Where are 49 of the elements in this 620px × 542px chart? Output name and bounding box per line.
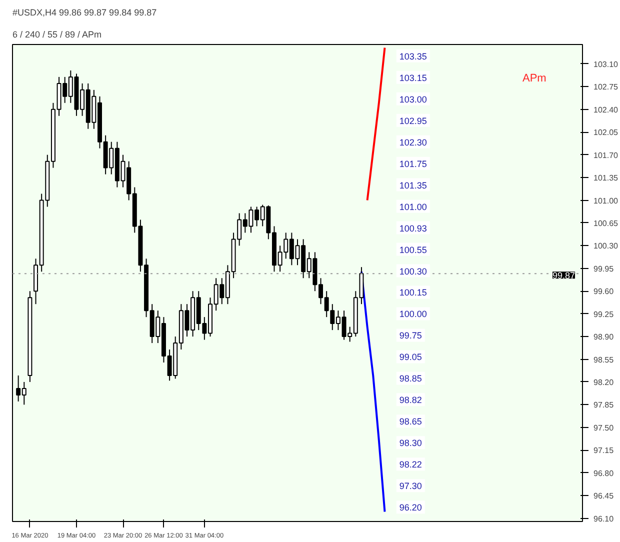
annotation: 97.30 xyxy=(399,481,422,492)
annotation: 103.00 xyxy=(399,94,427,104)
annotation: APm xyxy=(522,72,546,84)
annotation: 98.30 xyxy=(399,438,422,448)
y-tick-label: 96.80 xyxy=(594,468,614,478)
y-tick-label: 99.95 xyxy=(594,264,614,274)
line-series xyxy=(366,46,386,202)
y-tick-label: 101.00 xyxy=(594,196,619,206)
annotation: 100.55 xyxy=(399,244,427,255)
annotation: 103.15 xyxy=(399,72,427,83)
y-tick-label: 97.50 xyxy=(594,423,614,432)
y-tick-label: 98.20 xyxy=(594,378,614,387)
y-tick-label: 99.25 xyxy=(594,310,614,319)
ref-line-label: 99.87 xyxy=(552,270,576,281)
annotation: 100.15 xyxy=(399,288,427,298)
y-tick-label: 96.10 xyxy=(594,514,614,524)
annotation: 100.00 xyxy=(399,309,427,320)
y-tick-label: 98.55 xyxy=(594,355,614,364)
y-tick-label: 97.85 xyxy=(594,400,614,410)
annotation: 103.35 xyxy=(399,51,427,62)
y-tick-label: 100.65 xyxy=(594,218,619,228)
annotation: 101.00 xyxy=(399,202,427,212)
annotation: 101.35 xyxy=(399,180,427,190)
annotation: 100.30 xyxy=(399,266,427,276)
y-tick-label: 97.15 xyxy=(594,446,614,456)
y-tick-label: 98.90 xyxy=(594,332,614,342)
y-tick-label: 101.35 xyxy=(594,174,619,183)
chart-subtitle: 6 / 240 / 55 / 89 / APm xyxy=(12,30,102,40)
annotation: 98.22 xyxy=(399,460,422,470)
annotation: 98.65 xyxy=(399,416,422,427)
y-tick-label: 99.60 xyxy=(594,287,614,296)
y-tick-label: 102.75 xyxy=(594,82,619,92)
y-tick-label: 103.10 xyxy=(594,60,619,69)
annotation: 98.82 xyxy=(399,395,422,406)
y-tick-label: 100.30 xyxy=(594,242,619,251)
y-tick-label: 102.05 xyxy=(594,128,619,138)
annotation: 101.75 xyxy=(399,158,427,169)
annotation: 98.85 xyxy=(399,374,422,384)
annotation: 102.30 xyxy=(399,137,427,148)
annotation: 99.75 xyxy=(399,330,422,341)
line-series xyxy=(360,270,386,513)
y-tick-label: 96.45 xyxy=(594,492,614,501)
annotation: 96.20 xyxy=(399,502,422,513)
annotation: 99.05 xyxy=(399,352,422,362)
chart-title: #USDX,H4 99.86 99.87 99.84 99.87 xyxy=(12,8,157,18)
y-tick-label: 101.70 xyxy=(594,150,619,160)
annotation: 100.93 xyxy=(399,223,427,234)
y-tick-label: 102.40 xyxy=(594,105,619,114)
annotation: 102.95 xyxy=(399,116,427,126)
